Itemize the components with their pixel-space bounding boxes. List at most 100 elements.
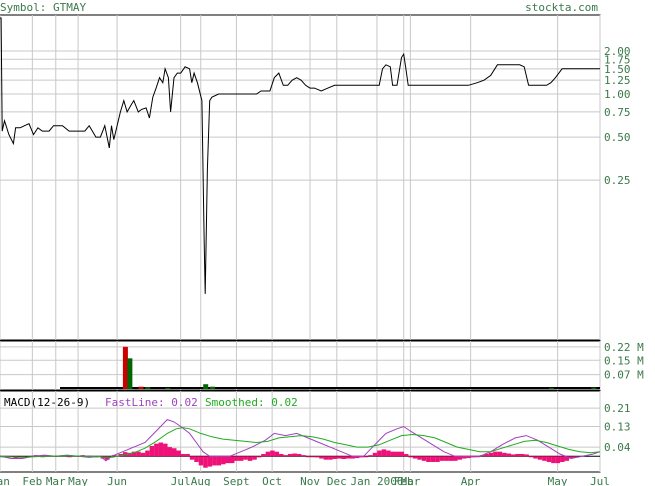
- macd-histogram-bar: [247, 456, 253, 461]
- macd-histogram-bar: [453, 456, 458, 461]
- macd-histogram-bar: [238, 456, 244, 461]
- macd-histogram-bar: [354, 456, 360, 459]
- macd-histogram-bar: [194, 456, 199, 462]
- macd-histogram-bar: [67, 456, 72, 458]
- macd-histogram-bar: [524, 454, 529, 457]
- macd-histogram-bar: [287, 453, 293, 457]
- volume-bar: [165, 387, 171, 389]
- macd-tick-label: 0.21: [604, 402, 631, 415]
- macd-histogram-bar: [421, 456, 427, 461]
- macd-histogram-bar: [323, 456, 329, 460]
- x-tick-label: Mar: [46, 475, 66, 486]
- macd-tick-label: 0.13: [604, 420, 631, 433]
- macd-histogram-bar: [345, 456, 351, 459]
- volume-tick-label: 0.22 M: [604, 341, 644, 354]
- price-frame: [0, 14, 601, 341]
- macd-histogram-bar: [341, 456, 346, 460]
- macd-histogram-bar: [363, 456, 369, 458]
- macd-histogram-bar: [466, 456, 471, 459]
- price-panel: 2.001.751.501.251.00 0.75 0.50 0.25: [0, 14, 631, 341]
- macd-histogram-bar: [180, 453, 186, 457]
- macd-histogram-bar: [426, 456, 431, 462]
- macd-histogram-bar: [256, 456, 262, 458]
- macd-histogram-bar: [457, 456, 462, 460]
- macd-histogram-bar: [560, 456, 565, 462]
- macd-histogram-bar: [470, 456, 476, 458]
- volume-panel: 0.22 M0.15 M 0.07 M: [0, 340, 644, 391]
- volume-tick-label: 0.07 M: [604, 369, 644, 382]
- macd-histogram-bar: [359, 456, 364, 458]
- macd-histogram-bar: [408, 456, 413, 458]
- macd-histogram-bar: [493, 451, 498, 457]
- macd-histogram-bar: [542, 456, 547, 461]
- macd-histogram-bar: [234, 456, 239, 461]
- x-tick-label: Mar: [400, 475, 420, 486]
- macd-histogram-bar: [149, 445, 155, 457]
- x-tick-label: Jan: [0, 475, 10, 486]
- macd-tick-label: 0.04: [604, 441, 631, 454]
- macd-histogram-bar: [439, 456, 445, 461]
- macd-histogram-bar: [270, 450, 275, 457]
- macd-histogram-bar: [372, 452, 378, 457]
- macd-histogram-bar: [310, 456, 315, 458]
- macd-histogram-bar: [145, 450, 150, 457]
- macd-histogram-bar: [127, 452, 132, 457]
- price-line: [0, 17, 600, 294]
- macd-histogram-bar: [444, 456, 449, 461]
- macd-title: MACD(12-26-9): [4, 396, 90, 409]
- x-axis: JanFebMarMayJunJulAugSeptOctNovDecJan 20…: [0, 475, 610, 486]
- macd-histogram-bar: [140, 452, 146, 457]
- macd-histogram-bar: [203, 456, 208, 468]
- macd-histogram-bar: [171, 448, 177, 457]
- macd-histogram-bar: [292, 453, 297, 457]
- x-tick-label: Dec: [327, 475, 347, 486]
- x-tick-label: Sept: [223, 475, 250, 486]
- macd-histogram-bar: [229, 456, 235, 464]
- macd-histogram-bar: [328, 456, 333, 460]
- macd-histogram-bar: [564, 456, 570, 461]
- x-tick-label: Jul: [171, 475, 191, 486]
- site-label[interactable]: stockta.com: [525, 1, 598, 14]
- macd-histogram-bar: [198, 456, 204, 466]
- macd-histogram-bar: [207, 456, 213, 467]
- macd-histogram-bar: [555, 456, 561, 464]
- macd-histogram-bar: [265, 451, 271, 457]
- macd-histogram-bar: [533, 456, 538, 459]
- macd-histogram-bar: [519, 453, 525, 457]
- macd-histogram-bar: [158, 442, 164, 457]
- macd-histogram-bar: [417, 456, 422, 460]
- macd-histogram-bar: [243, 456, 248, 460]
- macd-histogram-bar: [221, 456, 226, 465]
- macd-histogram-bar: [225, 456, 231, 464]
- site-link[interactable]: stockta.com: [525, 1, 598, 14]
- macd-histogram-bar: [546, 456, 552, 462]
- price-tick-label: 2.00: [604, 45, 631, 58]
- macd-panel: 0.21 0.13 0.04 MACD(12-26-9) FastLine: 0.02 S…: [0, 390, 631, 473]
- macd-histogram-bar: [461, 456, 467, 459]
- macd-histogram-bar: [105, 456, 110, 460]
- macd-histogram-bar: [163, 443, 168, 457]
- macd-histogram-bar: [497, 451, 503, 457]
- macd-histogram-bar: [212, 456, 217, 466]
- x-tick-label: Feb: [394, 475, 414, 486]
- macd-histogram-bar: [395, 451, 400, 457]
- macd-histogram-bar: [377, 450, 382, 457]
- volume-bar: [145, 387, 151, 389]
- macd-histogram-bar: [573, 456, 578, 458]
- macd-histogram-bar: [569, 456, 574, 459]
- price-tick-label: 0.50: [604, 131, 631, 144]
- x-tick-label: Apr: [461, 475, 481, 486]
- macd-histogram-bar: [435, 456, 440, 462]
- macd-histogram-bar: [131, 451, 137, 457]
- volume-bar: [548, 387, 554, 389]
- macd-smoothed-line: [0, 427, 601, 458]
- volume-bar: [127, 358, 133, 389]
- x-tick-label: May: [548, 475, 568, 486]
- symbol-label: Symbol: GTMAY: [0, 1, 86, 14]
- macd-histogram-bar: [154, 443, 159, 457]
- macd-histogram-bar: [279, 453, 284, 457]
- price-tick-label: 1.75: [604, 53, 631, 66]
- volume-bar: [209, 386, 215, 389]
- x-tick-label: May: [68, 475, 88, 486]
